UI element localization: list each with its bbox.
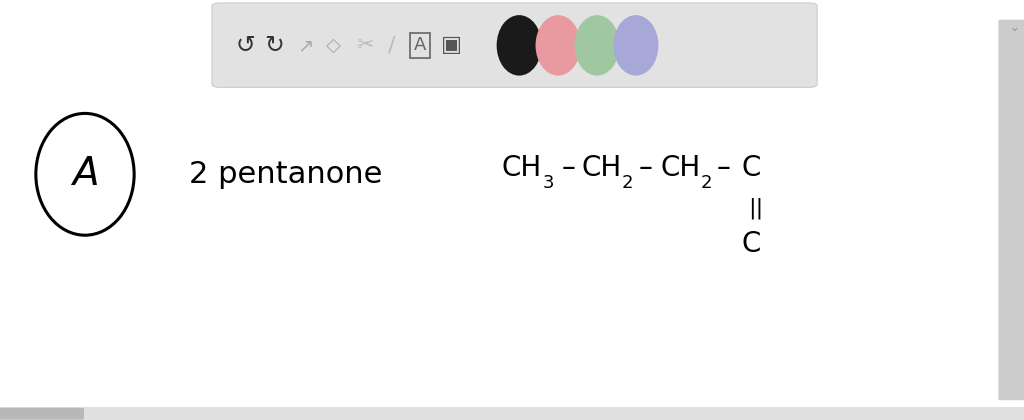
Ellipse shape — [574, 15, 620, 76]
Text: ▣: ▣ — [441, 35, 462, 55]
Ellipse shape — [613, 15, 658, 76]
Text: ◇: ◇ — [327, 36, 341, 55]
Text: –: – — [639, 154, 653, 182]
FancyBboxPatch shape — [0, 408, 84, 420]
Text: ›: › — [1007, 27, 1019, 32]
Text: ↗: ↗ — [297, 36, 313, 55]
FancyBboxPatch shape — [0, 407, 1024, 420]
Text: A: A — [414, 37, 426, 54]
Text: –: – — [561, 154, 575, 182]
Text: C: C — [741, 230, 761, 257]
Text: /: / — [388, 35, 396, 55]
Text: 2 pentanone: 2 pentanone — [189, 160, 383, 189]
Text: 2: 2 — [700, 174, 712, 192]
Ellipse shape — [497, 15, 542, 76]
Text: ↻: ↻ — [264, 33, 285, 58]
Text: A: A — [72, 155, 98, 193]
Ellipse shape — [536, 15, 581, 76]
Text: ↺: ↺ — [236, 33, 256, 58]
Text: 2: 2 — [622, 174, 633, 192]
Text: ✂: ✂ — [355, 35, 374, 55]
Text: 3: 3 — [543, 174, 554, 192]
Text: CH: CH — [582, 154, 622, 182]
Text: CH: CH — [660, 154, 700, 182]
Text: CH: CH — [502, 154, 542, 182]
Text: C: C — [741, 154, 761, 182]
Text: ||: || — [749, 197, 764, 219]
Text: –: – — [717, 154, 731, 182]
FancyBboxPatch shape — [212, 3, 817, 87]
FancyBboxPatch shape — [998, 20, 1024, 400]
